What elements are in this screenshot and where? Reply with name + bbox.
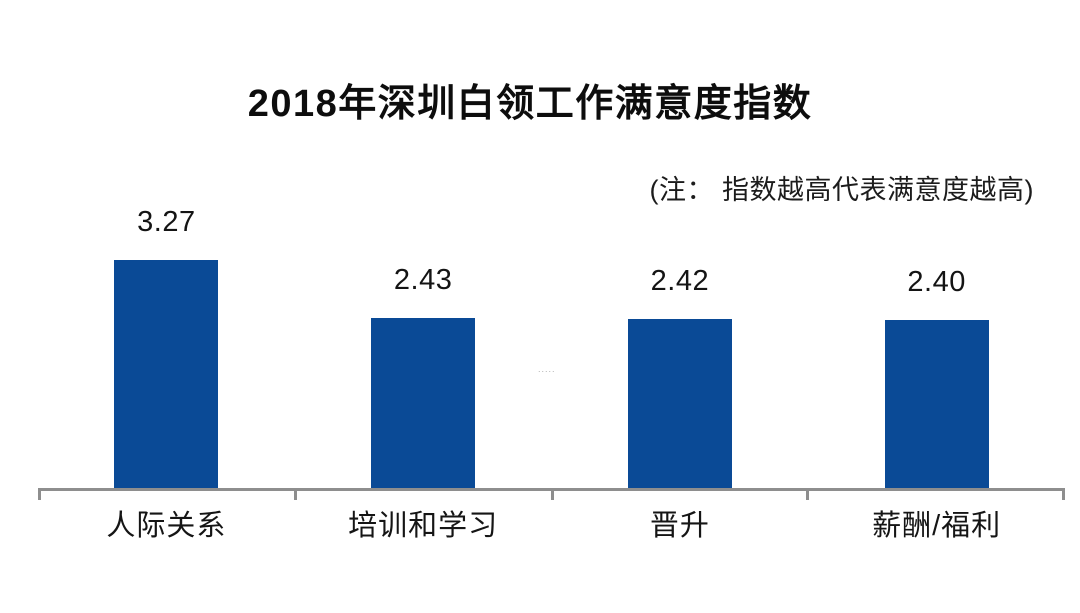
category-label: 培训和学习 <box>348 510 499 542</box>
bar-value-label: 2.43 <box>393 264 453 297</box>
bar <box>627 318 732 488</box>
axis-tick <box>1062 488 1065 500</box>
bar-value-label: 3.27 <box>137 205 196 238</box>
x-axis-line <box>38 488 1065 500</box>
bar-value-label: 2.40 <box>907 266 966 299</box>
axis-tick <box>38 488 41 500</box>
x-axis-labels: 人际关系 培训和学习 晋升 薪酬/福利 <box>38 502 1065 544</box>
bar <box>884 320 989 488</box>
axis-tick <box>806 488 810 500</box>
category-label: 人际关系 <box>106 510 227 542</box>
bar-column: 2.40 <box>808 188 1065 488</box>
axis-tick <box>293 488 297 500</box>
category-label: 晋升 <box>649 510 710 542</box>
chart-annotation: (注： 指数越高代表满意度越高) <box>649 175 1034 205</box>
bar-column: 3.27 <box>38 188 295 488</box>
bar <box>371 318 476 488</box>
bar-value-label: 2.42 <box>650 264 710 297</box>
bar-column: 2.42 <box>552 188 809 488</box>
plot-area: 3.27 2.43 2.42 2.40 <box>38 188 1065 488</box>
bar-column: 2.43 <box>295 188 552 488</box>
bar <box>114 259 219 488</box>
chart-title: 2018年深圳白领工作满意度指数 <box>247 83 813 125</box>
axis-tick <box>550 488 554 500</box>
category-label: 薪酬/福利 <box>872 510 1002 542</box>
watermark-artifact: ..... <box>538 364 556 374</box>
